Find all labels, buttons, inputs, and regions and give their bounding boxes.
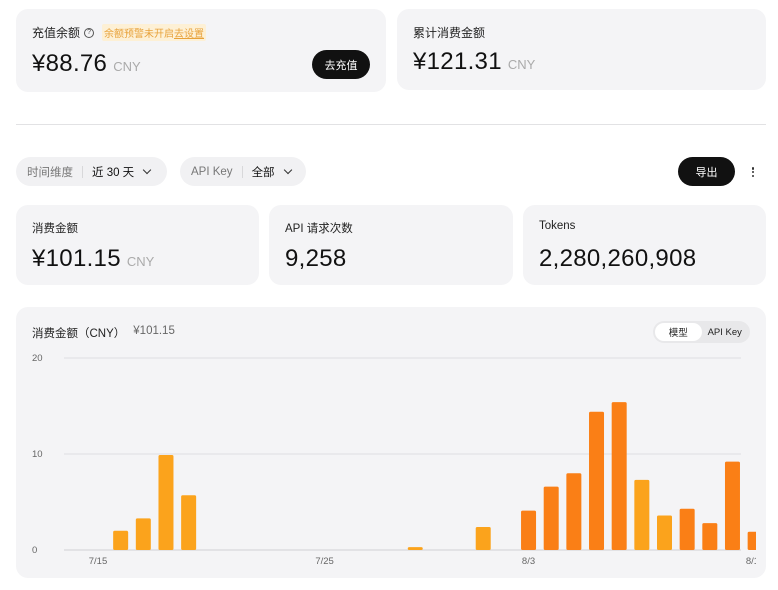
bar [521,510,537,550]
balance-label-row: 充值余额 ? 余额预警未开启去设置 [32,24,207,41]
tokens-stat-value: 2,280,260,908 [539,245,697,272]
recharge-button[interactable]: 去充值 [312,50,370,79]
balance-unit: CNY [113,59,141,74]
total-spend-value-row: ¥121.31 CNY [413,48,535,76]
bar [113,530,129,550]
total-spend-value: ¥121.31 [413,48,502,75]
bar [158,454,174,550]
spend-bar-chart: 0 10 20 7/15 7/25 8/3 8/13 [32,353,756,567]
y-tick-label: 0 [32,545,37,556]
requests-stat-value-row: 9,258 [285,245,347,273]
chart-total: ¥101.15 [133,325,175,337]
bar [135,518,151,550]
y-tick-label: 10 [32,449,43,460]
balance-warning: 余额预警未开启去设置 [102,24,207,41]
bar [611,402,627,550]
spend-stat-label: 消费金额 [32,223,78,235]
bar [543,486,559,550]
tokens-stat-card: Tokens 2,280,260,908 [523,205,766,285]
time-range-label: 时间维度 [27,166,73,179]
chevron-down-icon [142,165,152,175]
total-spend-label: 累计消费金额 [413,26,486,40]
requests-stat-label: API 请求次数 [285,223,353,235]
spend-stat-value: ¥101.15 [32,245,121,272]
bar [657,515,672,550]
time-range-value: 近 30 天 [92,166,135,179]
balance-value-row: ¥88.76 CNY [32,50,141,78]
x-tick-label: 7/25 [315,556,334,567]
spend-stat-unit: CNY [126,254,155,269]
export-button[interactable]: 导出 [678,157,735,186]
chart-title: 消费金额（CNY） [32,328,126,340]
chevron-down-icon [283,165,292,175]
bar [747,531,756,550]
api-key-value: 全部 [251,166,275,179]
time-range-select[interactable]: 时间维度 近 30 天 [16,157,167,186]
requests-stat-value: 9,258 [285,245,347,272]
bar [407,547,423,550]
filter-separator [241,165,243,178]
requests-stat-card: API 请求次数 9,258 [269,205,513,285]
bar [566,473,582,550]
balance-label: 充值余额 [32,26,81,40]
bar [589,411,605,550]
bar [634,479,650,550]
y-tick-label: 20 [32,353,43,364]
balance-card: 充值余额 ? 余额预警未开启去设置 ¥88.76 CNY 去充值 [16,9,386,92]
chart-group-toggle[interactable]: 模型 API Key [653,321,750,343]
x-tick-label: 8/3 [522,556,535,567]
bar [475,526,491,550]
toggle-api-key[interactable]: API Key [707,326,742,338]
api-key-label: API Key [191,165,233,178]
api-key-select[interactable]: API Key 全部 [180,157,306,186]
spend-stat-value-row: ¥101.15 CNY [32,245,154,273]
toggle-model[interactable]: 模型 [655,323,702,341]
more-options-icon[interactable] [748,164,758,180]
bar [679,508,695,550]
bar [702,523,718,550]
bar [724,461,740,550]
filter-separator [82,165,83,178]
x-tick-label: 8/13 [746,556,756,567]
balance-warning-link[interactable]: 去设置 [174,29,205,40]
balance-value: ¥88.76 [32,50,108,77]
total-spend-card: 累计消费金额 ¥121.31 CNY [397,9,766,90]
tokens-stat-label: Tokens [539,220,576,232]
chart-header: 消费金额（CNY） ¥101.15 [32,325,175,341]
bar [181,495,197,550]
help-icon[interactable]: ? [84,27,95,38]
spend-stat-card: 消费金额 ¥101.15 CNY [16,205,259,285]
total-spend-unit: CNY [507,57,536,72]
tokens-stat-value-row: 2,280,260,908 [539,245,696,273]
x-tick-label: 7/15 [89,556,108,567]
section-divider [16,124,766,125]
